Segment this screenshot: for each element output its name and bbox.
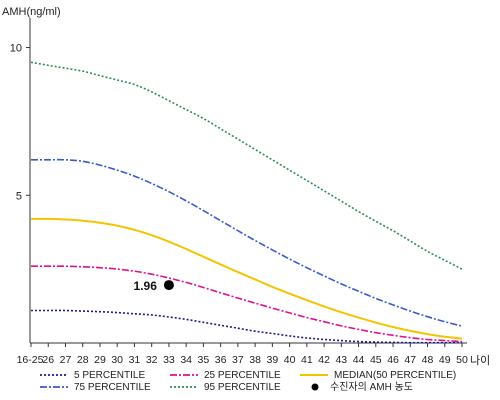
x-tick-label: 26 (42, 354, 54, 366)
y-ticks: 10 5 (10, 43, 30, 202)
x-tick-label: 46 (387, 354, 399, 366)
legend-label: 75 PERCENTILE (74, 382, 151, 393)
x-tick-label: 47 (404, 354, 416, 366)
patient-amh-point (163, 280, 174, 291)
series-line-4 (31, 158, 463, 327)
x-tick-label: 43 (335, 354, 347, 366)
legend-label: 95 PERCENTILE (204, 382, 281, 393)
series-layer (30, 61, 463, 344)
x-tick-label: 48 (422, 354, 434, 366)
legend-label: 5 PERCENTILE (74, 370, 145, 381)
legend-label: 수진자의 AMH 농도 (330, 381, 413, 393)
y-tick-label: 5 (16, 190, 22, 202)
x-tick-label: 45 (370, 354, 382, 366)
x-tick-label: 37 (232, 354, 244, 366)
x-tick-label: 28 (77, 354, 89, 366)
series-line-5 (30, 61, 463, 270)
x-tick-label: 44 (353, 354, 365, 366)
x-tick-label: 35 (198, 354, 210, 366)
x-tick-label: 39 (267, 354, 279, 366)
x-tick-label: 42 (318, 354, 330, 366)
x-tick-label: 40 (284, 354, 296, 366)
x-tick-label: 49 (439, 354, 451, 366)
legend: 5 PERCENTILE 25 PERCENTILE MEDIAN(50 PERCE… (40, 370, 456, 393)
y-tick-label: 10 (10, 43, 22, 55)
series-line-3 (30, 217, 463, 340)
x-tick-label: 34 (180, 354, 192, 366)
legend-marker-symbol (311, 383, 319, 391)
x-tick-label: 36 (215, 354, 227, 366)
series-line-2 (31, 265, 463, 343)
x-tick-label: 38 (249, 354, 261, 366)
y-axis-title: AMH(ng/ml) (2, 6, 61, 18)
x-tick-label: 33 (163, 354, 175, 366)
x-axis-title: 나이 (470, 354, 490, 367)
x-tick-label: 30 (111, 354, 123, 366)
legend-label: MEDIAN(50 PERCENTILE) (334, 370, 456, 381)
x-tick-label: 41 (301, 354, 313, 366)
x-tick-label: 31 (129, 354, 141, 366)
x-tick-label: 27 (60, 354, 72, 366)
marker-layer: 1.96 (134, 279, 174, 293)
x-tick-label: 32 (146, 354, 158, 366)
x-tick-label: 16-25 (17, 354, 44, 366)
series-line-1 (31, 309, 462, 344)
patient-amh-value-label: 1.96 (134, 279, 158, 293)
x-tick-label: 29 (94, 354, 106, 366)
legend-label: 25 PERCENTILE (204, 370, 281, 381)
x-tick-label: 50 (456, 354, 468, 366)
